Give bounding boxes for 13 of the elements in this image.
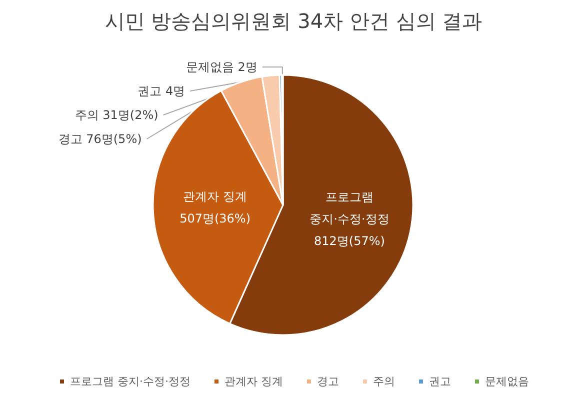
legend-label: 주의 bbox=[372, 375, 395, 388]
legend-label: 권고 bbox=[428, 375, 451, 388]
data-label: 프로그램 중지·수정·정정 812명(57%) bbox=[310, 190, 390, 248]
legend-label: 관계자 징계 bbox=[224, 375, 283, 388]
legend-label: 프로그램 중지·수정·정정 bbox=[70, 375, 191, 388]
data-label: 경고 76명(5%) bbox=[58, 132, 142, 146]
data-label: 문제없음 2명 bbox=[186, 60, 258, 74]
chart-title: 시민 방송심의위원회 34차 안건 심의 결과 bbox=[104, 9, 482, 33]
data-label: 권고 4명 bbox=[138, 84, 186, 98]
legend-label: 경고 bbox=[316, 375, 339, 388]
legend-label: 문제없음 bbox=[484, 375, 529, 388]
data-label: 주의 31명(2%) bbox=[74, 108, 158, 122]
data-label: 관계자 징계 507명(36%) bbox=[180, 190, 251, 226]
